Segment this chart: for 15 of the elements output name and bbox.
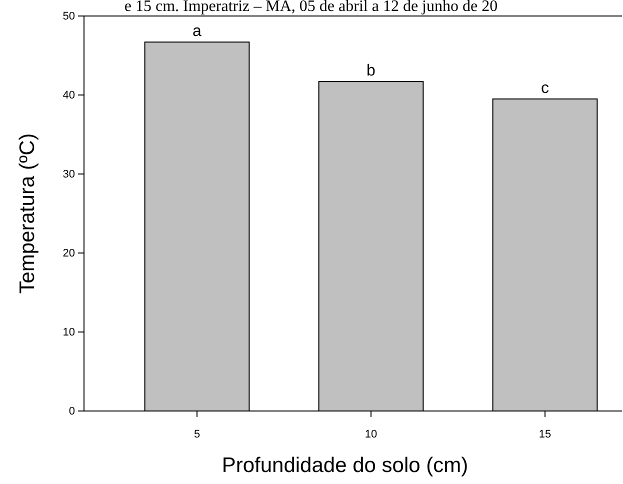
y-tick-label: 50 — [62, 10, 75, 23]
annotation: a — [192, 23, 202, 40]
annotation: c — [541, 80, 549, 97]
y-tick-label: 20 — [62, 248, 75, 260]
x-tick-label: 5 — [194, 428, 200, 441]
y-axis-title: Temperatura (ºC) — [16, 133, 39, 294]
x-axis-title: Profundidade do solo (cm) — [222, 454, 468, 477]
y-tick-label: 40 — [62, 90, 75, 102]
annotation: b — [366, 62, 376, 80]
y-tick-label: 30 — [62, 168, 75, 181]
y-tick-label: 10 — [62, 326, 75, 339]
text: e 15 cm. Imperatriz – MA, 05 de abril a 12 de junho de 20 — [124, 0, 498, 15]
x-tick-label: 15 — [538, 428, 552, 441]
y-tick-label: 0 — [68, 406, 75, 418]
x-tick-label: 10 — [364, 428, 378, 441]
